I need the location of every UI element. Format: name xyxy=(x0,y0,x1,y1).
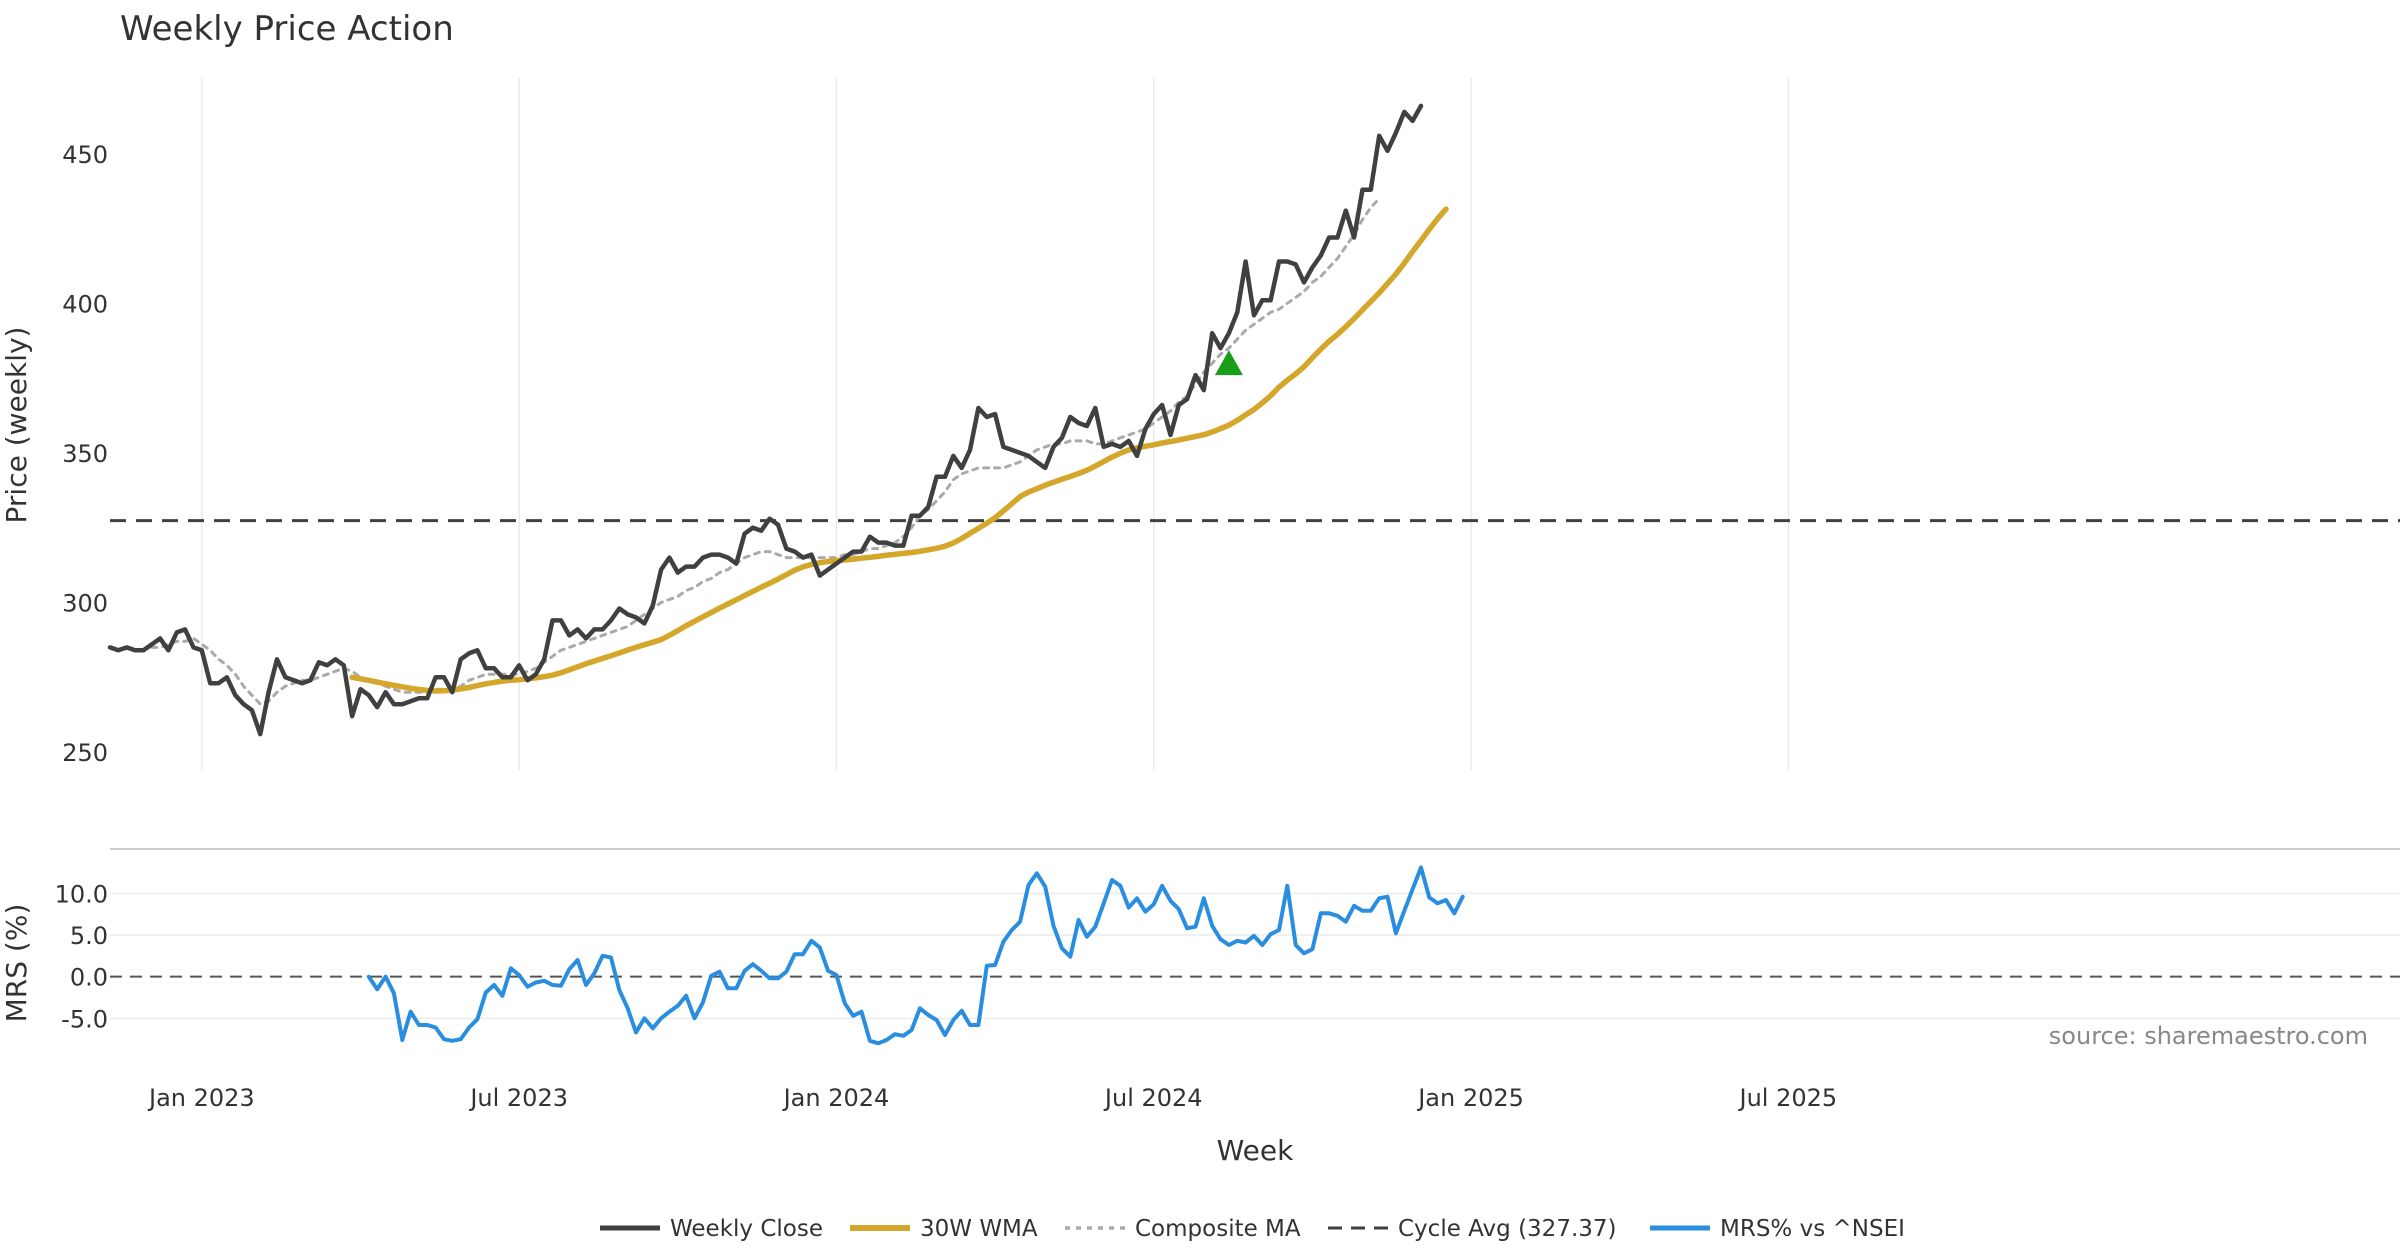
wma-30w-line xyxy=(349,206,1449,694)
price-y-tick-350: 350 xyxy=(62,440,108,468)
x-axis-title: Week xyxy=(1217,1134,1294,1167)
price-y-tick-300: 300 xyxy=(62,589,108,617)
mrs-y-tick-3: 10.0 xyxy=(55,880,108,908)
source-note: source: sharemaestro.com xyxy=(2049,1022,2368,1050)
price-y-tick-450: 450 xyxy=(62,141,108,169)
legend-label-0: Weekly Close xyxy=(670,1216,823,1242)
x-tick-3: Jul 2024 xyxy=(1103,1084,1203,1112)
series-layer xyxy=(107,103,1465,1046)
weekly-close-line xyxy=(107,103,1424,737)
legend-label-1: 30W WMA xyxy=(920,1216,1038,1242)
price-y-tick-250: 250 xyxy=(62,739,108,767)
mrs-y-tick-1: 0.0 xyxy=(70,964,108,992)
price-y-ticks: 250 300 350 400 450 xyxy=(62,141,108,767)
mrs-line xyxy=(366,865,1465,1046)
x-tick-5: Jul 2025 xyxy=(1738,1084,1838,1112)
x-tick-2: Jan 2024 xyxy=(782,1084,890,1112)
mrs-y-ticks: -5.0 0.0 5.0 10.0 xyxy=(55,880,108,1033)
price-y-axis-title: Price (weekly) xyxy=(0,327,33,524)
mrs-y-tick-2: 5.0 xyxy=(70,922,108,950)
legend-label-2: Composite MA xyxy=(1135,1216,1301,1242)
signal-triangle-icon xyxy=(1214,350,1243,376)
mrs-gridlines xyxy=(110,892,2400,1020)
price-gridlines xyxy=(201,78,1790,770)
x-tick-0: Jan 2023 xyxy=(147,1084,255,1112)
legend-label-4: MRS% vs ^NSEI xyxy=(1720,1216,1905,1242)
x-ticks: Jan 2023 Jul 2023 Jan 2024 Jul 2024 Jan 2025… xyxy=(147,1084,1837,1112)
legend-label-3: Cycle Avg (327.37) xyxy=(1398,1216,1617,1242)
price-y-tick-400: 400 xyxy=(62,290,108,318)
chart-title: Weekly Price Action xyxy=(120,9,454,49)
x-tick-4: Jan 2025 xyxy=(1416,1084,1524,1112)
composite-ma-line xyxy=(150,197,1381,706)
mrs-y-axis-title: MRS (%) xyxy=(0,904,33,1023)
legend: Weekly Close 30W WMA Composite MA Cycle Avg… xyxy=(600,1216,1905,1242)
mrs-y-tick-0: -5.0 xyxy=(61,1005,108,1033)
x-tick-1: Jul 2023 xyxy=(468,1084,568,1112)
